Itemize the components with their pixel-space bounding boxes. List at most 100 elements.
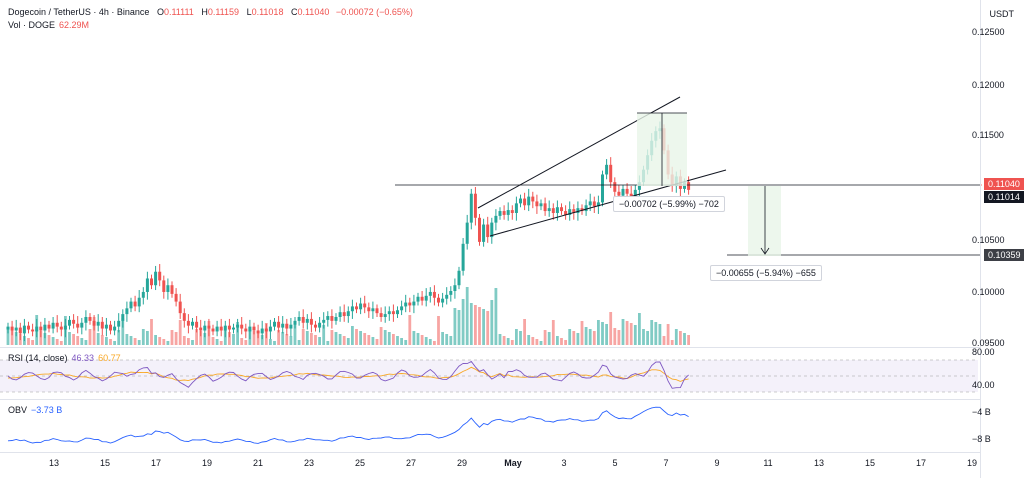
candle-body — [637, 182, 641, 190]
volume-bar — [334, 332, 338, 345]
obv-label[interactable]: OBV — [8, 405, 28, 415]
volume-bar — [621, 319, 625, 345]
volume-bar — [203, 333, 207, 345]
candle-body — [178, 301, 182, 314]
candle-body — [121, 314, 125, 321]
volume-bar — [597, 320, 600, 345]
open-label: O — [156, 7, 164, 17]
candle-body — [47, 324, 51, 329]
candle-body — [404, 302, 408, 307]
volume-bar — [515, 329, 518, 345]
candle-body — [129, 301, 133, 309]
candle-body — [506, 210, 510, 215]
candle-body — [432, 291, 436, 298]
measure-label-lower[interactable]: −0.00655 (−5.94%) −655 — [710, 265, 822, 281]
volume-bar — [305, 331, 309, 345]
candle-body — [137, 297, 141, 307]
volume-bar — [592, 331, 596, 345]
candle-body — [113, 326, 117, 331]
volume-bar — [39, 331, 43, 345]
volume-header: Vol · DOGE 62.29M — [8, 20, 89, 30]
candle-body — [301, 316, 305, 323]
volume-bar — [453, 308, 457, 345]
candle-body — [555, 207, 559, 213]
candle-body — [35, 326, 39, 332]
volume-bar — [92, 317, 96, 345]
pane-divider-rsi[interactable] — [0, 347, 980, 348]
candle-body — [199, 327, 203, 331]
volume-bar — [150, 319, 153, 345]
volume-bar — [658, 324, 662, 345]
volume-bar — [494, 288, 498, 345]
candle-body — [256, 330, 260, 334]
volume-bar — [109, 339, 112, 345]
candle-body — [43, 324, 47, 331]
price-tick: 0.10000 — [972, 287, 1005, 297]
candle-body — [514, 203, 518, 213]
volume-bar — [351, 326, 354, 345]
volume-bar — [178, 320, 182, 345]
candle-body — [490, 222, 494, 238]
candle-body — [207, 325, 211, 329]
measure-label-upper[interactable]: −0.00702 (−5.99%) −702 — [613, 196, 725, 212]
candle-body — [633, 189, 637, 199]
candle-body — [527, 196, 531, 206]
volume-bar — [346, 338, 350, 345]
candle-body — [449, 290, 453, 295]
volume-bar — [633, 325, 637, 345]
volume-bar — [674, 329, 678, 345]
volume-bar — [195, 329, 198, 345]
candle-body — [687, 182, 691, 190]
rsi-ma-value: 60.77 — [98, 353, 121, 363]
volume-bar — [568, 329, 572, 345]
volume-bar — [59, 341, 63, 345]
volume-bar — [96, 333, 100, 345]
volume-bar — [396, 336, 399, 345]
volume-bar — [666, 324, 670, 345]
candle-body — [564, 211, 568, 215]
candle-body — [227, 325, 231, 330]
volume-bar — [121, 318, 125, 345]
price-tick: 0.12000 — [972, 80, 1005, 90]
candle-body — [342, 312, 346, 317]
volume-label[interactable]: Vol · DOGE — [8, 20, 56, 30]
volume-bar — [588, 329, 592, 345]
date-tick: 11 — [763, 458, 773, 468]
volume-bar — [445, 334, 449, 345]
symbol-title[interactable]: Dogecoin / TetherUS · 4h · Binance — [8, 7, 150, 17]
candle-body — [601, 174, 604, 203]
volume-bar — [211, 337, 215, 345]
volume-bar — [14, 332, 18, 345]
rsi-legend: RSI (14, close) 46.33 60.77 — [8, 353, 121, 363]
volume-bar — [355, 329, 358, 345]
volume-bar — [383, 330, 387, 345]
candle-body — [109, 324, 112, 331]
rsi-label[interactable]: RSI (14, close) — [8, 353, 68, 363]
pane-divider-obv[interactable] — [0, 399, 980, 400]
candle-body — [236, 324, 240, 328]
rsi-axis-high: 80.00 — [972, 347, 995, 357]
candle-body — [519, 198, 522, 204]
obv-legend: OBV −3.73 B — [8, 405, 62, 415]
candle-body — [289, 324, 293, 329]
volume-bar — [404, 340, 408, 345]
candle-body — [174, 293, 178, 302]
candle-body — [293, 320, 297, 325]
date-tick: 9 — [714, 458, 720, 468]
candle-body — [609, 164, 613, 183]
candle-body — [330, 316, 334, 321]
change-value: −0.00072 (−0.65%) — [335, 7, 413, 17]
volume-bar — [318, 337, 321, 345]
volume-bar — [232, 334, 235, 345]
volume-bar — [428, 339, 432, 345]
candle-body — [535, 201, 539, 207]
volume-bar — [55, 339, 59, 345]
volume-bar — [556, 336, 559, 345]
close-label: C — [290, 7, 298, 17]
volume-bar — [359, 331, 362, 345]
rsi-value: 46.33 — [71, 353, 95, 363]
volume-bar — [240, 338, 244, 345]
volume-bar — [281, 332, 285, 345]
candle-body — [531, 196, 535, 202]
